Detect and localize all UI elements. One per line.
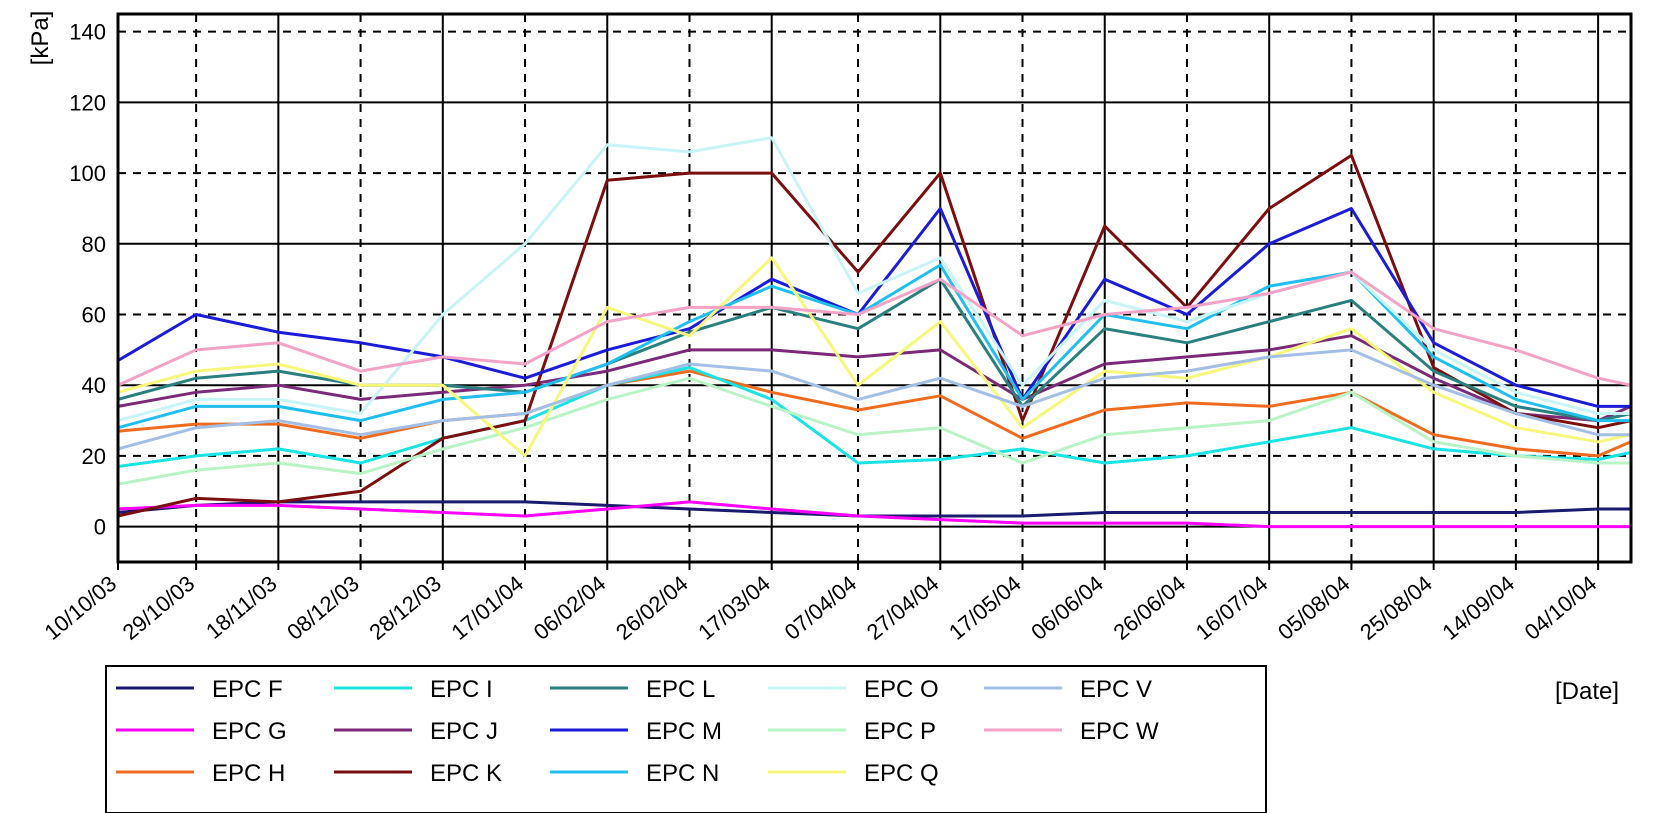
series-line-epc-p <box>117 376 1631 486</box>
y-tick-label: 60 <box>82 303 106 328</box>
x-tick-label: 05/08/04 <box>1273 571 1355 645</box>
y-tick-labels: 0 20 40 60 80 100 120 140 <box>69 20 106 540</box>
x-tick-label: 27/04/04 <box>862 571 944 645</box>
x-tick-label: 26/02/04 <box>611 571 693 645</box>
legend-label: EPC J <box>430 718 498 745</box>
legend: EPC F EPC G EPC H EPC I EPC J EPC K EPC L EPC M… <box>105 665 1267 813</box>
x-tick-label: 17/01/04 <box>447 571 529 645</box>
x-tick-label: 08/12/03 <box>282 571 364 645</box>
y-axis-label: [kPa] <box>27 11 54 66</box>
legend-label: EPC V <box>1080 676 1152 703</box>
legend-label: EPC N <box>646 760 719 787</box>
y-tick-label: 0 <box>94 515 106 540</box>
legend-label: EPC F <box>212 676 283 703</box>
legend-label: EPC H <box>212 760 285 787</box>
x-tick-label: 16/07/04 <box>1191 571 1273 645</box>
legend-label: EPC G <box>212 718 287 745</box>
series-line-epc-i <box>117 366 1632 468</box>
x-axis-label: [Date] <box>1555 678 1619 705</box>
legend-label: EPC O <box>864 676 939 703</box>
y-tick-label: 140 <box>69 20 106 45</box>
legend-items: EPC F EPC G EPC H EPC I EPC J EPC K EPC L EPC M… <box>116 676 1159 787</box>
x-tick-label: 25/08/04 <box>1355 571 1437 645</box>
series-line-epc-n <box>117 263 1631 430</box>
series-line-epc-h <box>117 369 1632 458</box>
legend-frame <box>105 665 1267 813</box>
y-tick-label: 40 <box>82 373 106 398</box>
legend-label: EPC Q <box>864 760 939 787</box>
x-tick-label: 04/10/04 <box>1520 571 1602 645</box>
x-tick-label: 06/02/04 <box>529 571 611 645</box>
series-line-epc-o <box>117 136 1631 423</box>
x-tick-label: 06/06/04 <box>1026 571 1108 645</box>
series-line-epc-f <box>117 500 1631 518</box>
series-line-epc-v <box>117 348 1631 451</box>
series-line-epc-l <box>117 277 1632 423</box>
x-tick-label: 14/09/04 <box>1437 571 1519 645</box>
series-line-epc-w <box>117 270 1632 387</box>
x-tick-label: 28/12/03 <box>364 571 446 645</box>
legend-label: EPC W <box>1080 718 1159 745</box>
series-line-epc-k <box>117 153 1632 518</box>
x-tick-label: 29/10/03 <box>118 571 200 645</box>
legend-label: EPC P <box>864 718 936 745</box>
legend-label: EPC L <box>646 676 715 703</box>
series-lines <box>117 136 1632 529</box>
series-line-epc-g <box>117 500 1631 529</box>
legend-label: EPC I <box>430 676 493 703</box>
y-tick-label: 100 <box>69 161 106 186</box>
x-tick-label: 07/04/04 <box>780 571 862 645</box>
x-tick-label: 26/06/04 <box>1109 571 1191 645</box>
y-tick-label: 20 <box>82 444 106 469</box>
plot-frame <box>116 12 1633 564</box>
y-tick-label: 80 <box>82 232 106 257</box>
legend-label: EPC K <box>430 760 502 787</box>
legend-label: EPC M <box>646 718 722 745</box>
y-tick-label: 120 <box>69 90 106 115</box>
gridlines <box>117 14 1631 570</box>
x-tick-label: 17/05/04 <box>944 571 1026 645</box>
series-line-epc-q <box>117 256 1632 458</box>
x-tick-label: 10/10/03 <box>40 571 122 645</box>
x-tick-label: 18/11/03 <box>201 571 281 644</box>
x-tick-label: 17/03/04 <box>693 571 775 645</box>
